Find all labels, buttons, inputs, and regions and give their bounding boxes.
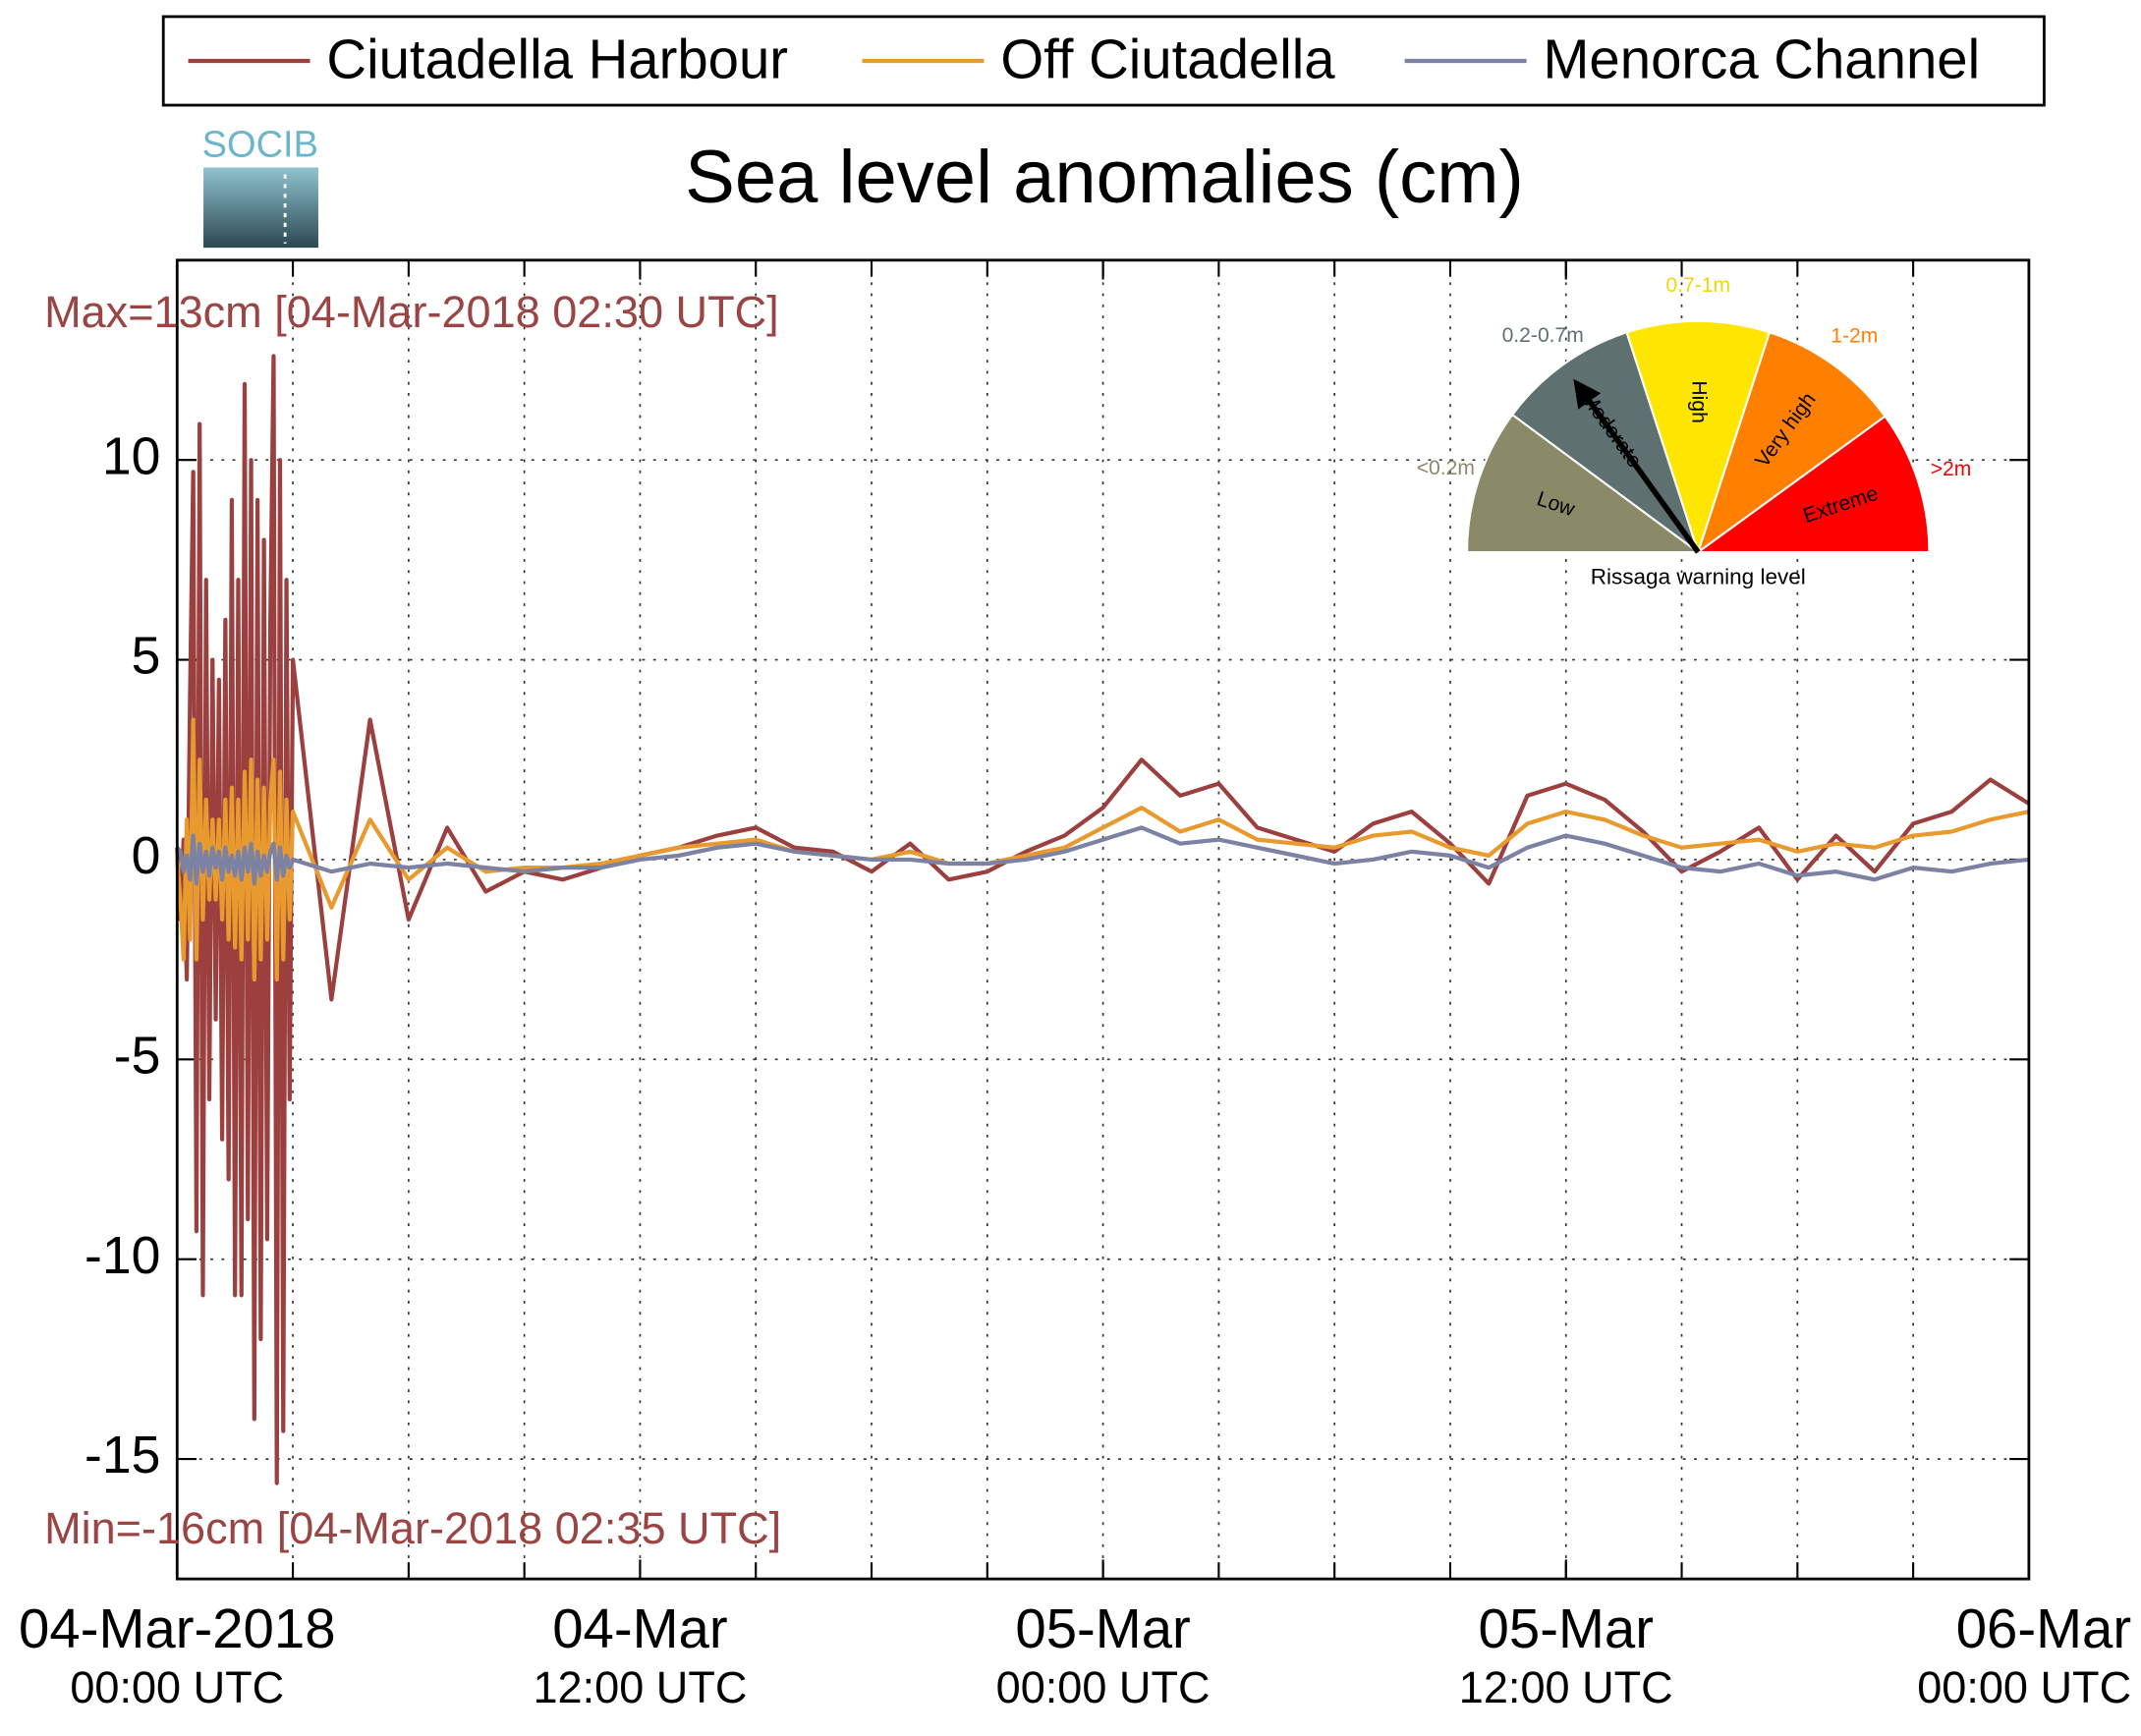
gauge-segment [1625,319,1772,556]
logo-text: SOCIB [202,124,318,165]
logo-mark [203,167,318,249]
x-tick-label: 05-Mar [1015,1597,1190,1659]
y-tick-label: -5 [114,1027,161,1085]
chart-title: Sea level anomalies (cm) [685,136,1524,219]
legend-box [161,15,2046,107]
legend-label: Menorca Channel [1544,28,1981,90]
legend-label: Ciutadella Harbour [326,28,788,90]
x-tick-label-time: 12:00 UTC [533,1662,747,1712]
max-annotation: Max=13cm [04-Mar-2018 02:30 UTC] [44,287,779,337]
x-tick-label: 04-Mar-2018 [19,1597,335,1659]
plot-frame [175,258,2031,1581]
x-tick-label-time: 00:00 UTC [70,1662,284,1712]
gauge-segment [1696,330,1887,555]
gauge-range-label: 1-2m [1831,325,1878,348]
x-tick-label: 04-Mar [552,1597,727,1659]
gauge-range-label: 0.2-0.7m [1502,324,1584,347]
min-annotation: Min=-16cm [04-Mar-2018 02:35 UTC] [44,1503,781,1553]
series-line [175,825,2030,886]
gauge-segment [1510,330,1701,555]
y-tick-label: 5 [132,628,161,686]
gauge-range-label: 0.7-1m [1665,274,1730,297]
y-tick-label: -15 [85,1427,160,1484]
gauge-segment [1695,415,1931,554]
gauge-range-label: >2m [1931,458,1972,480]
gauge-segment [1465,413,1702,554]
x-tick-label-time: 12:00 UTC [1459,1662,1673,1712]
legend-label: Off Ciutadella [1000,28,1335,90]
x-tick-label: 05-Mar [1479,1597,1654,1659]
gauge-range-label: <0.2m [1417,457,1475,479]
gauge-level-name: High [1688,380,1711,422]
gauge-pointer [1573,378,1701,554]
y-tick-label: -10 [85,1227,160,1285]
y-tick-label: 10 [102,427,161,485]
x-tick-label-time: 00:00 UTC [1917,1662,2131,1712]
x-tick-label: 06-Mar [1956,1597,2131,1659]
x-tick-label-time: 00:00 UTC [996,1662,1211,1712]
gauge-title: Rissaga warning level [1591,565,1806,589]
y-tick-label: 0 [132,827,161,885]
